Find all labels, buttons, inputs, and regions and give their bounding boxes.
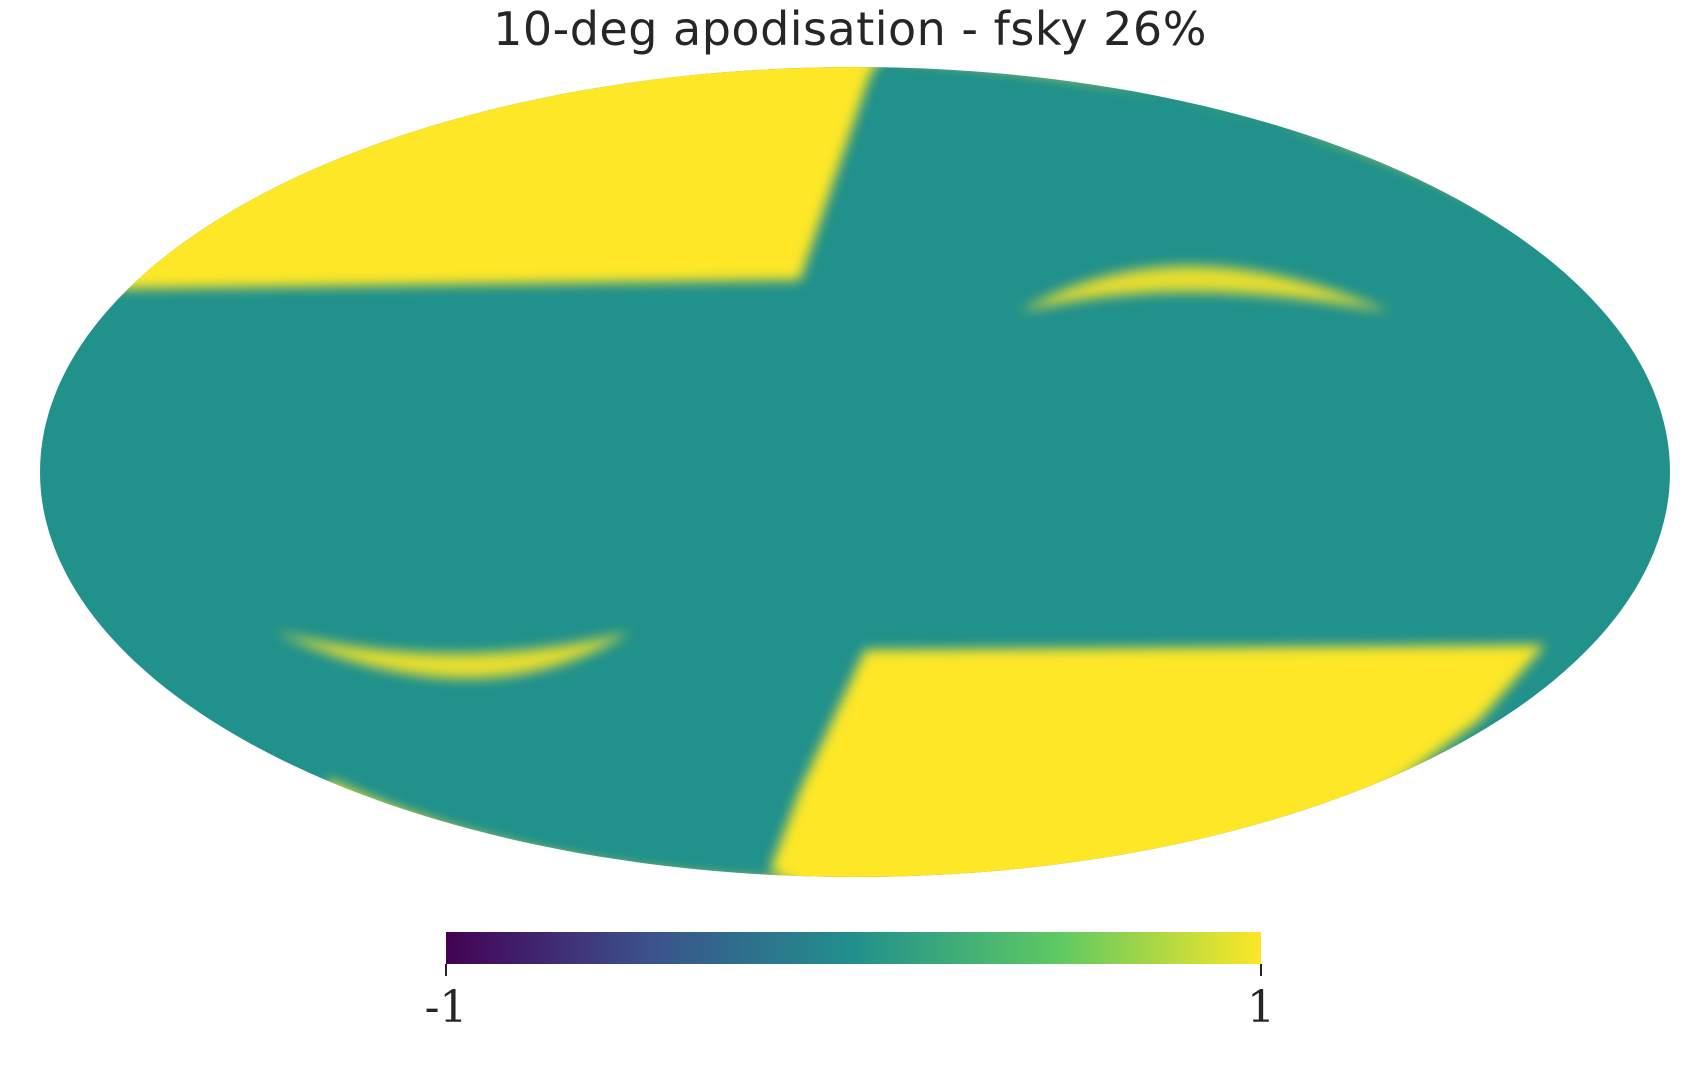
colorbar-max-label: 1 [1247,982,1275,1033]
colorbar [446,932,1261,964]
mollweide-projection [40,67,1670,877]
masked-region-bottom-right [770,645,1545,877]
map-title: 10-deg apodisation - fsky 26% [493,2,1207,56]
crescent-upper-right [1020,266,1390,312]
masked-region-top-left [40,67,900,290]
crescent-lower-left [275,632,630,679]
colorbar-min-label: -1 [424,982,468,1033]
